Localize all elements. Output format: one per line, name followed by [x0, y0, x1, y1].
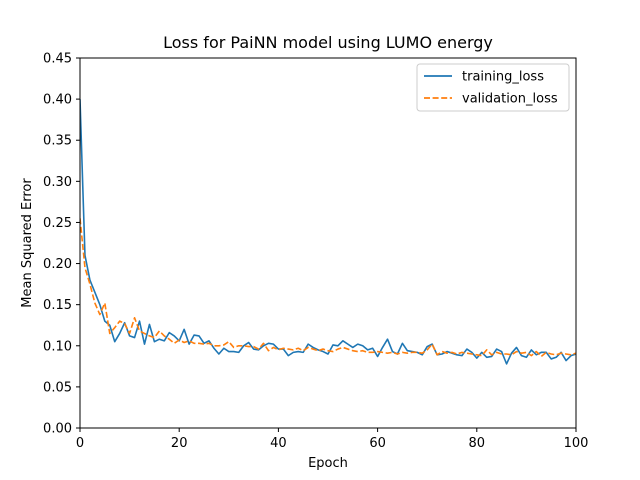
legend-box — [416, 63, 570, 112]
legend-label-training-loss: training_loss — [462, 70, 544, 85]
x-tick-label: 100 — [564, 436, 589, 451]
x-tick-label: 80 — [469, 436, 486, 451]
x-tick-label: 40 — [270, 436, 287, 451]
x-tick-label: 20 — [171, 436, 188, 451]
legend: training_loss validation_loss — [416, 63, 570, 112]
series-layer — [80, 99, 576, 365]
series-line-validation-loss — [80, 218, 576, 358]
x-tick-label: 0 — [76, 436, 84, 451]
y-tick-label: 0.00 — [43, 422, 72, 437]
y-tick-label: 0.20 — [43, 257, 72, 272]
legend-label-validation-loss: validation_loss — [462, 92, 558, 107]
axes-frame — [79, 57, 577, 429]
y-tick-label: 0.05 — [43, 380, 72, 395]
axes-ticks: 0 20 40 60 80 100 0.00 0.05 0.10 0.15 0.20 0.25 0.30… — [43, 52, 588, 452]
series-line-training-loss — [80, 99, 576, 365]
chart-title: Loss for PaiNN model using LUMO energy — [163, 33, 493, 52]
y-tick-label: 0.35 — [43, 134, 72, 149]
x-axis-label: Epoch — [308, 456, 348, 471]
y-tick-label: 0.25 — [43, 216, 72, 231]
y-tick-label: 0.30 — [43, 175, 72, 190]
y-tick-label: 0.40 — [43, 93, 72, 108]
x-tick-label: 60 — [369, 436, 386, 451]
plot-area — [80, 99, 576, 365]
y-tick-label: 0.10 — [43, 339, 72, 354]
y-axis-label: Mean Squared Error — [20, 178, 35, 308]
y-tick-label: 0.45 — [43, 52, 72, 67]
y-tick-label: 0.15 — [43, 298, 72, 313]
